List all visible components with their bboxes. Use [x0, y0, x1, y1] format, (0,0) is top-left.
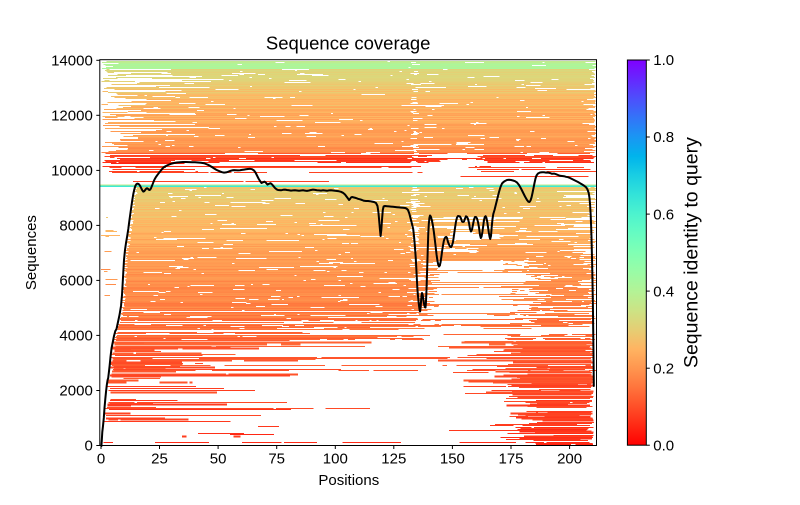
svg-text:Sequences: Sequences [23, 215, 40, 290]
svg-text:0: 0 [97, 451, 105, 468]
svg-text:150: 150 [440, 451, 465, 468]
svg-text:0.4: 0.4 [653, 283, 674, 300]
svg-text:0.8: 0.8 [653, 129, 674, 146]
svg-text:100: 100 [323, 451, 348, 468]
svg-text:125: 125 [381, 451, 406, 468]
svg-text:175: 175 [498, 451, 523, 468]
svg-text:10000: 10000 [51, 163, 93, 180]
svg-text:200: 200 [557, 451, 582, 468]
svg-text:Sequence identity to query: Sequence identity to query [681, 137, 703, 368]
svg-text:25: 25 [151, 451, 168, 468]
svg-text:6000: 6000 [59, 273, 92, 290]
svg-text:0.6: 0.6 [653, 206, 674, 223]
svg-text:Positions: Positions [318, 472, 379, 489]
svg-text:14000: 14000 [51, 53, 93, 70]
svg-text:0.0: 0.0 [653, 437, 674, 454]
svg-text:1.0: 1.0 [653, 52, 674, 69]
svg-text:0: 0 [84, 438, 92, 455]
svg-text:0.2: 0.2 [653, 360, 674, 377]
svg-text:50: 50 [210, 451, 227, 468]
svg-text:12000: 12000 [51, 108, 93, 125]
svg-text:8000: 8000 [59, 218, 92, 235]
svg-text:4000: 4000 [59, 328, 92, 345]
svg-text:2000: 2000 [59, 383, 92, 400]
svg-text:Sequence coverage: Sequence coverage [266, 33, 431, 54]
svg-text:75: 75 [268, 451, 285, 468]
